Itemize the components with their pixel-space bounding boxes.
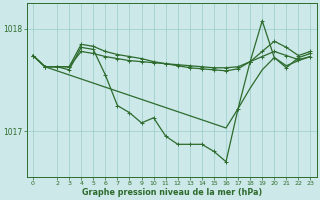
X-axis label: Graphe pression niveau de la mer (hPa): Graphe pression niveau de la mer (hPa) xyxy=(82,188,262,197)
